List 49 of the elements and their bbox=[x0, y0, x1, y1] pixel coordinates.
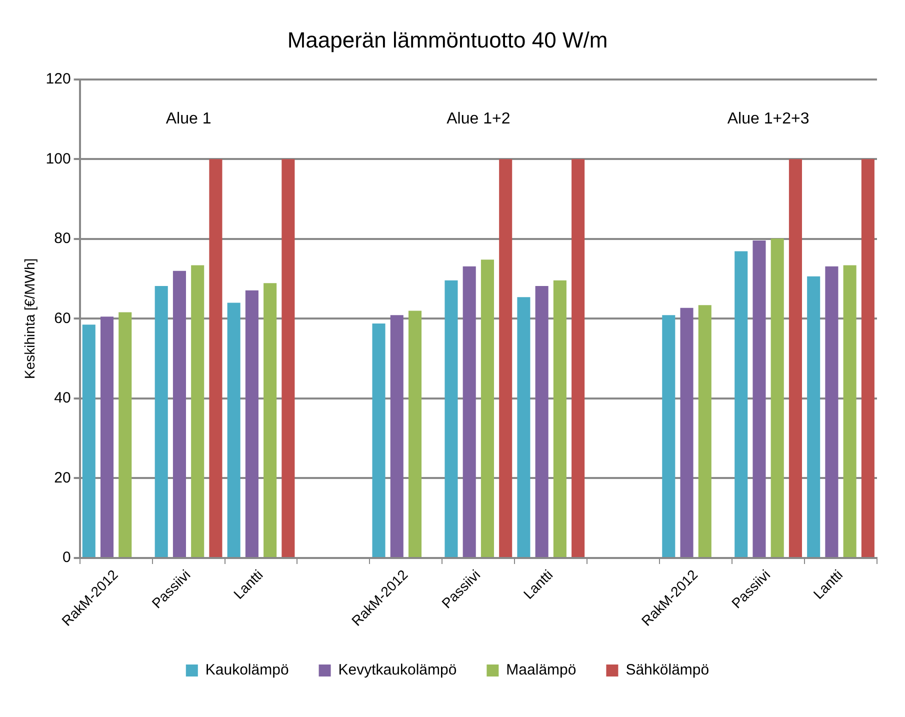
bar bbox=[734, 251, 748, 557]
bar bbox=[462, 266, 476, 557]
bar bbox=[499, 159, 512, 557]
y-tick-label: 100 bbox=[46, 150, 71, 168]
bar bbox=[100, 316, 114, 557]
bar bbox=[227, 302, 240, 557]
bar bbox=[843, 265, 856, 557]
bar bbox=[770, 238, 784, 557]
chart-title: Maaperän lämmöntuotto 40 W/m bbox=[287, 27, 608, 52]
bar bbox=[480, 260, 494, 557]
bar bbox=[825, 266, 838, 557]
bar bbox=[172, 270, 186, 557]
bar bbox=[209, 159, 222, 557]
bar bbox=[264, 283, 277, 557]
legend-label: Maalämpö bbox=[506, 662, 576, 679]
bar bbox=[390, 315, 404, 557]
bar bbox=[698, 305, 712, 557]
bar bbox=[372, 323, 386, 557]
bar bbox=[572, 159, 585, 557]
bar bbox=[752, 240, 766, 557]
y-tick-label: 60 bbox=[54, 310, 71, 327]
bar bbox=[861, 159, 874, 557]
bar bbox=[788, 159, 802, 557]
bar bbox=[154, 286, 168, 557]
y-tick-label: 20 bbox=[54, 469, 71, 486]
bar bbox=[245, 290, 258, 557]
bar bbox=[535, 286, 548, 557]
bar bbox=[807, 276, 820, 557]
annotation: Alue 1+2 bbox=[446, 110, 510, 128]
bar bbox=[82, 324, 96, 557]
bar bbox=[553, 280, 566, 557]
y-tick-label: 40 bbox=[54, 390, 71, 407]
y-axis-title: Keskihinta [€/MWh] bbox=[21, 258, 38, 379]
bar bbox=[118, 312, 132, 557]
y-tick-label: 120 bbox=[46, 70, 71, 88]
legend-label: Kaukolämpö bbox=[205, 662, 289, 679]
annotation: Alue 1 bbox=[166, 110, 212, 128]
legend-label: Sähkölämpö bbox=[626, 662, 710, 679]
annotation: Alue 1+2+3 bbox=[727, 110, 810, 128]
bar bbox=[408, 310, 422, 557]
bar bbox=[444, 280, 458, 557]
y-tick-label: 0 bbox=[62, 549, 71, 566]
bar bbox=[680, 308, 694, 557]
bar bbox=[282, 159, 295, 557]
legend-label: Kevytkaukolämpö bbox=[338, 662, 457, 679]
bar bbox=[191, 265, 204, 557]
y-tick-label: 80 bbox=[54, 230, 71, 248]
bar bbox=[517, 297, 530, 557]
bar bbox=[662, 315, 676, 557]
